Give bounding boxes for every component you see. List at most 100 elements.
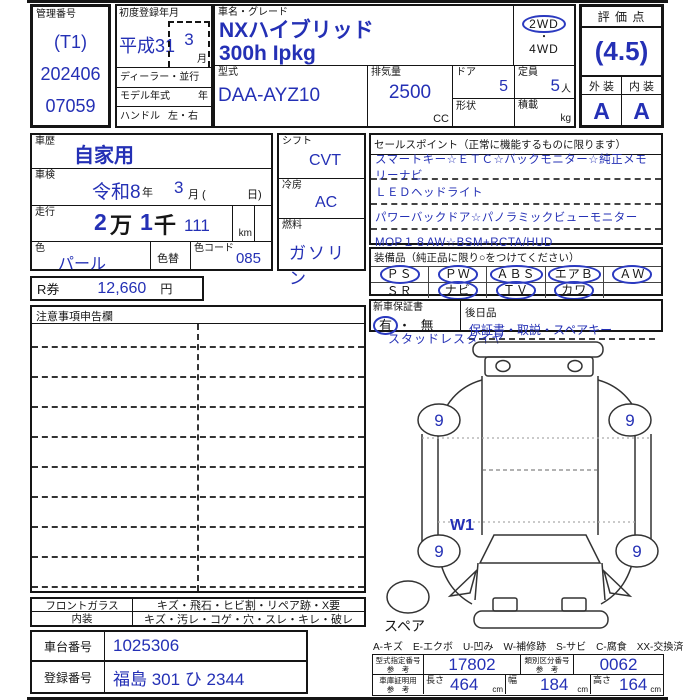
- glass-interior-box: フロントガラス キズ・飛石・ヒビ割・リペア跡・X要 内装 キズ・汚レ・コゲ・穴・…: [30, 597, 366, 627]
- vehicle-name-label: 車名・グレード: [218, 7, 288, 18]
- equip-sr: ＳＲ: [386, 284, 413, 298]
- remarks-divider: [197, 324, 199, 591]
- capacity-unit: 人: [561, 83, 571, 95]
- capacity-load-cell: 定員 5 人 積載 kg: [514, 66, 574, 126]
- front-body-left: [474, 562, 479, 601]
- colorcode-label: 色コード: [194, 243, 234, 254]
- tailgate: [484, 356, 594, 377]
- shaken-row: 車検 令和8 年 3 月 ( 日): [32, 169, 271, 206]
- shaken-day: 日): [247, 189, 262, 201]
- class-number-ref: 参 考: [535, 664, 559, 674]
- front-bumper: [473, 610, 609, 629]
- capacity-label: 定員: [518, 67, 538, 78]
- plate-number-value: 福島 301 ひ 2344: [113, 669, 245, 689]
- windshield: [478, 534, 602, 564]
- sales-point-line: MOP１８AW☆BSM+RCTA/HUD: [375, 236, 553, 249]
- load-unit: kg: [560, 112, 571, 124]
- headlight-left: [492, 597, 518, 612]
- history-label: 車歴: [35, 136, 55, 147]
- warranty-box: 新車保証書 有・ 無 後日品 保証書・取説・スペアキー: [369, 299, 663, 340]
- vehicle-name-line2: 300h Ipkg: [219, 41, 316, 65]
- shaken-month: 3: [174, 178, 184, 197]
- handle-value: 左・右: [168, 110, 198, 122]
- equip-tv: ＴＶ: [496, 281, 537, 300]
- mileage-rest: 111: [184, 216, 210, 235]
- first-registration-cell: 初度登録年月 平成31 3 月: [117, 6, 211, 68]
- equip-leather: カワ: [554, 281, 595, 300]
- chassis-number-value: 1025306: [113, 636, 180, 655]
- interior-condition-label: 内装: [32, 612, 133, 625]
- rating-label: 評 価 点: [582, 7, 661, 28]
- recycle-fee-unit: 円: [160, 282, 173, 296]
- front-body-right: [601, 562, 606, 601]
- door-shape-cell: ドア 5 形状: [452, 66, 514, 126]
- mileage-row: 走行 2 万 1 千 111 km: [32, 206, 271, 242]
- studless-tire-note: スタッドレスタイヤ: [388, 332, 505, 346]
- recolor-cell: 色替: [150, 242, 190, 269]
- color-row: 色 パール 色替 色コード 085: [32, 242, 271, 273]
- plate-number-label: 登録番号: [32, 662, 105, 692]
- equipment-box: 装備品（純正品に限り○をつけてください） ＰＳ ＰＷ ＡＢＳ エアＢ ＡＷ ＳＲ…: [369, 247, 663, 300]
- height-unit: cm: [650, 685, 661, 694]
- first-registration-label: 初度登録年月: [119, 8, 179, 19]
- width-unit: cm: [577, 685, 588, 694]
- sales-point-line: ＬＥＤヘッドライト: [371, 180, 661, 205]
- mileage-sen-digit: 1: [140, 209, 153, 235]
- fuel-label: 燃料: [282, 220, 302, 231]
- front-glass-label: フロントガラス: [32, 599, 133, 612]
- katashiki-cell: 型式 DAA-AYZ10: [215, 66, 367, 126]
- colorcode-value: 085: [235, 250, 261, 267]
- height-value: 164: [619, 675, 648, 694]
- spare-tire: [386, 580, 430, 614]
- wheel-rear-left: [417, 403, 461, 437]
- model-year-row: モデル年式 年: [117, 88, 211, 107]
- type-cert-ref: 参 考: [386, 664, 410, 674]
- rating-box: 評 価 点 (4.5) 外 装 内 装 A A: [579, 4, 664, 128]
- displacement-unit: CC: [433, 113, 449, 125]
- warranty-no: 無: [420, 317, 434, 333]
- month-dashed-box: 3: [168, 21, 210, 67]
- side-rail-right: [634, 434, 652, 550]
- warranty-separator: ・: [398, 317, 412, 333]
- later-items-value: 保証書・取説・スペアキー: [469, 321, 655, 340]
- model-year-suffix: 年: [198, 91, 208, 103]
- month-suffix: 月: [197, 53, 207, 65]
- spec-table: 型式指定番号 参 考 17802 類別区分番号 参 考 0062 車庫証明用 参…: [372, 654, 664, 696]
- tire-depth-front-right: 9: [632, 542, 641, 561]
- handle-row: ハンドル 左・右: [117, 107, 211, 126]
- spare-label: スペア: [384, 618, 425, 634]
- ac-value: AC: [315, 194, 338, 211]
- wheel-rear-right: [608, 403, 652, 437]
- km-unit: km: [238, 228, 252, 239]
- shaken-paren: 月 (: [188, 189, 206, 201]
- length-label: 長さ: [426, 675, 445, 685]
- equip-ps: ＰＳ: [379, 265, 420, 284]
- shaken-era: 令和8: [92, 182, 141, 203]
- control-number-line2: 202406: [40, 63, 101, 84]
- side-rail-left: [421, 434, 439, 550]
- sales-point-line: パワーバックドア☆パノラミックビューモニター: [371, 205, 661, 230]
- mileage-label: 走行: [35, 207, 55, 218]
- history-row: 車歴 自家用: [32, 135, 271, 169]
- mileage-sen-kanji: 千: [154, 213, 177, 238]
- equip-aw: ＡＷ: [612, 265, 653, 284]
- control-number-box: 管理番号 (T1) 202406 07059: [30, 4, 111, 128]
- shift-value: CVT: [309, 152, 341, 169]
- katashiki-label: 型式: [218, 67, 238, 78]
- mileage-empty-cell: [254, 206, 271, 241]
- displacement-value: 2500: [388, 81, 432, 103]
- history-value: 自家用: [74, 145, 134, 167]
- garage-cert-label: 車庫証明用: [379, 675, 417, 685]
- capacity-value: 5: [550, 76, 560, 95]
- damage-legend: A-キズ E-エクボ U-凹み W-補修跡 S-サビ C-腐食 XX-交換済: [373, 642, 684, 653]
- equip-navi: ナビ: [437, 281, 478, 300]
- tire-depth-rear-right: 9: [625, 411, 634, 430]
- control-number-label: 管理番号: [36, 9, 76, 20]
- sales-point-line: スマートキー☆ＥＴＣ☆バックモニター☆純正メモリーナビ: [371, 154, 661, 182]
- repair-mark-w1: W1: [450, 517, 474, 534]
- shift-ac-fuel-box: シフト CVT 冷房 AC 燃料 ガソリン: [277, 133, 366, 288]
- wheel-front-right: [615, 534, 659, 568]
- width-value: 184: [540, 675, 569, 694]
- drive-separator: ・: [539, 32, 549, 44]
